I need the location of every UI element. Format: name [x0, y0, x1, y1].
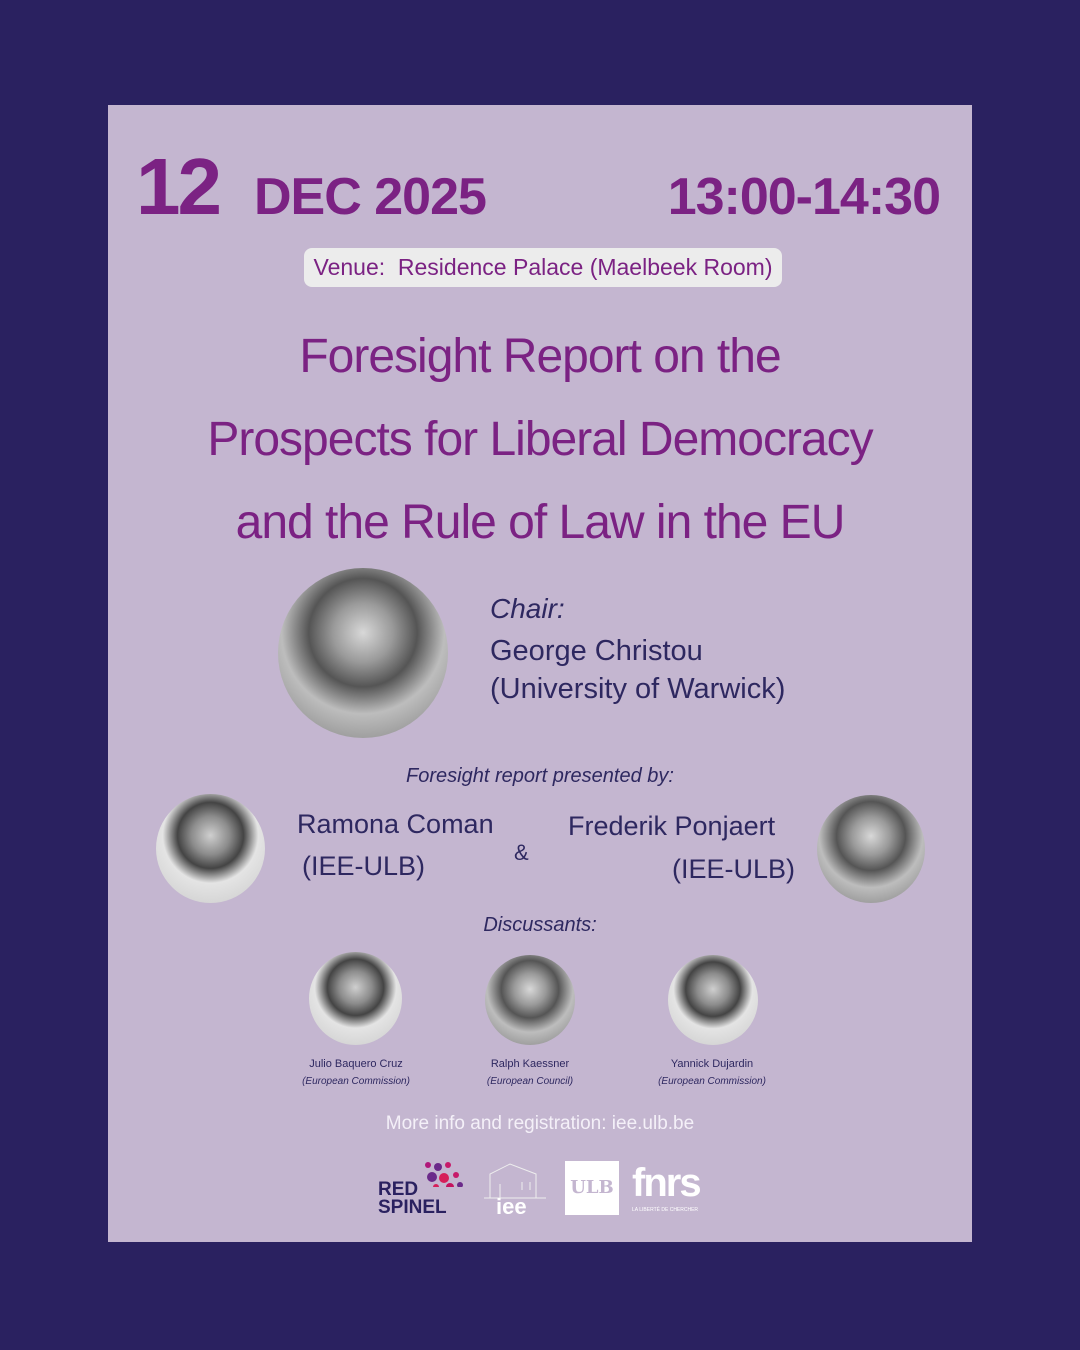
presenter-name: Ramona Coman [297, 809, 494, 839]
discussant-photo [309, 952, 402, 1045]
chair-affiliation: (University of Warwick) [490, 673, 786, 705]
logo-text: RED [378, 1179, 419, 1200]
presenter-photo [156, 794, 265, 903]
logo-text: SPINEL [378, 1197, 447, 1218]
title-line: Prospects for Liberal Democracy [207, 413, 873, 466]
discussant-affiliation: (European Council) [486, 1076, 574, 1087]
event-day: 12 [136, 142, 222, 231]
discussant-affiliation: (European Commission) [658, 1076, 766, 1087]
fnrs-logo: fnrs LA LIBERTÉ DE CHERCHER [632, 1161, 708, 1217]
redspinel-dots-icon [425, 1162, 463, 1187]
discussant: Ralph Kaessner (European Council) [450, 1058, 610, 1087]
building-icon [484, 1163, 546, 1199]
registration-link[interactable]: More info and registration: iee.ulb.be [385, 1113, 695, 1134]
discussant-name: Julio Baquero Cruz [309, 1058, 403, 1070]
title-line: and the Rule of Law in the EU [235, 496, 846, 549]
event-title: Foresight Report on the Prospects for Li… [108, 315, 972, 564]
discussant: Julio Baquero Cruz (European Commission) [276, 1058, 436, 1087]
fnrs-logo-text: fnrs [632, 1161, 702, 1205]
event-time: 13:00-14:30 [667, 168, 941, 226]
redspinel-logo-text: RED SPINEL [378, 1179, 447, 1218]
chair-name: George Christou [490, 635, 703, 667]
ulb-logo: ULB [565, 1161, 619, 1215]
presenter-name: Frederik Ponjaert [568, 811, 776, 841]
ampersand: & [514, 840, 529, 865]
discussant-name: Yannick Dujardin [670, 1058, 754, 1070]
chair-photo [278, 568, 448, 738]
presenter-affiliation: (IEE-ULB) [302, 851, 426, 881]
discussant-photo [668, 955, 758, 1045]
title-line: Foresight Report on the [299, 330, 781, 383]
presenter-photo [817, 795, 925, 903]
redspinel-logo: RED SPINEL [376, 1157, 472, 1219]
fnrs-tagline: LA LIBERTÉ DE CHERCHER [632, 1207, 699, 1213]
venue-badge: Venue: Residence Palace (Maelbeek Room) [304, 248, 782, 287]
presenter-affiliation: (IEE-ULB) [672, 854, 796, 884]
discussant-affiliation: (European Commission) [302, 1076, 410, 1087]
discussant-name: Ralph Kaessner [490, 1058, 570, 1070]
presenters-label: Foresight report presented by: [406, 765, 674, 787]
iee-logo-text: iee [496, 1194, 527, 1219]
discussants-label: Discussants: [483, 914, 597, 936]
iee-logo: iee [480, 1160, 548, 1219]
discussant: Yannick Dujardin (European Commission) [632, 1058, 792, 1087]
chair-label: Chair: [490, 593, 565, 624]
event-month-year: DEC 2025 [254, 168, 487, 226]
event-poster: 12 DEC 2025 13:00-14:30 Venue: Residence… [108, 105, 972, 1242]
discussant-photo [485, 955, 575, 1045]
